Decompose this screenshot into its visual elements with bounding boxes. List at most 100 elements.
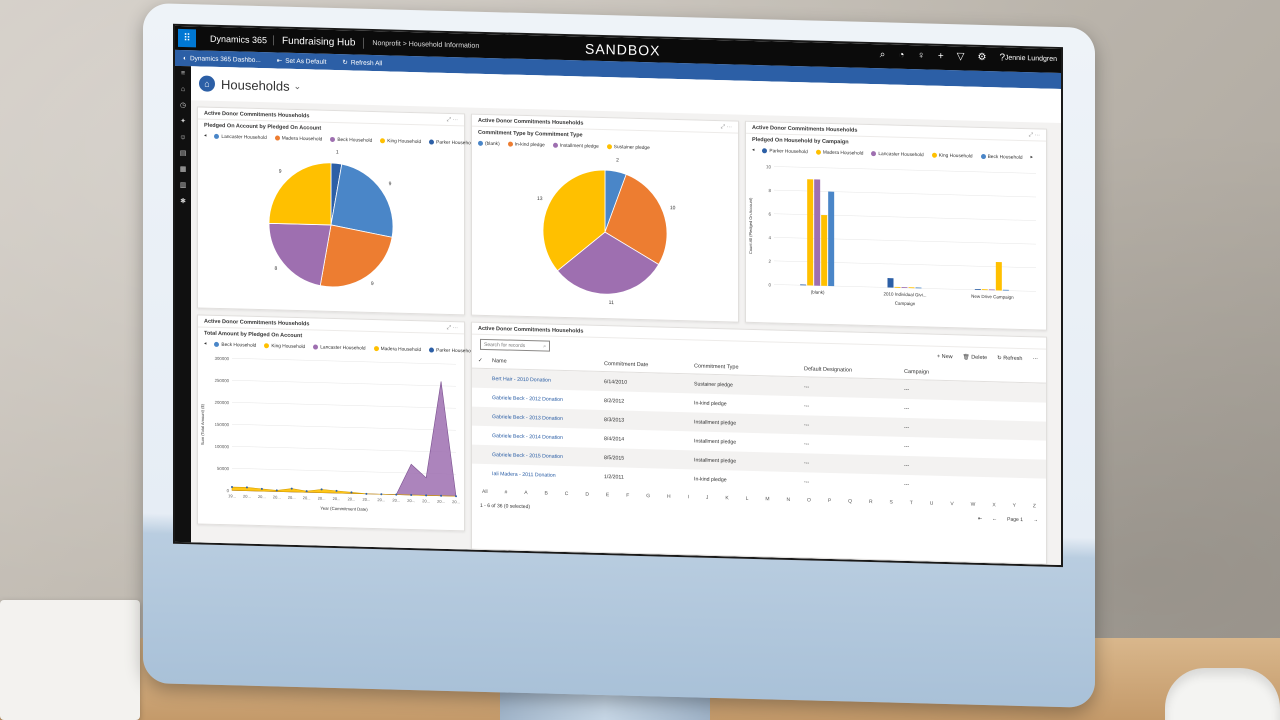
alphabet-filter-letter[interactable]: A [524,489,528,497]
hub-name[interactable]: Fundraising Hub [274,34,365,49]
legend-next-icon[interactable]: ▸ [1030,155,1033,161]
legend-item[interactable]: Parker Househo [429,347,471,354]
alphabet-filter-letter[interactable]: N [786,496,791,503]
search-icon[interactable]: ⌕ [543,343,546,350]
alphabet-filter-letter[interactable]: R [868,499,873,506]
column-header-designation[interactable]: Default Designation [804,366,853,374]
expand-icon[interactable]: ⤢ ⋯ [446,116,458,124]
dashboard-tab[interactable]: ◐ Dynamics 365 Dashbo... [175,54,269,64]
alphabet-filter-letter[interactable]: U [929,500,934,507]
alphabet-filter-letter[interactable]: E [605,492,610,499]
user-name[interactable]: Jennie Lundgren [1004,54,1057,63]
alphabet-filter-letter[interactable]: B [544,490,548,497]
column-header-campaign[interactable]: Campaign [904,368,930,376]
legend-item[interactable]: Madera Household [373,346,421,353]
column-header-date[interactable]: Commitment Date [604,361,649,369]
refresh-button[interactable]: ↻ Refresh [997,354,1023,362]
waffle-icon[interactable]: ⠿ [178,28,196,48]
alphabet-filter-letter[interactable]: G [646,493,651,500]
chevron-down-icon[interactable]: ⌄ [293,80,302,91]
home-icon[interactable]: ⌂ [180,85,186,94]
more-icon[interactable]: ⋯ [1032,355,1039,362]
alphabet-filter-letter[interactable]: H [667,493,671,500]
page-title[interactable]: Households [221,76,290,94]
alphabet-filter-letter[interactable]: S [889,499,893,506]
column-header-name[interactable]: Name [492,358,507,365]
record-link[interactable]: Gabriele Beck - 2015 Donation [492,451,563,460]
alphabet-filter-letter[interactable]: C [564,491,569,498]
chart-icon[interactable]: ▥ [179,181,187,190]
legend-item[interactable]: Sustainer pledge [606,144,650,151]
alphabet-filter-letter[interactable]: M [765,496,770,503]
new-button[interactable]: + New [936,353,953,360]
document-icon[interactable]: ▤ [179,149,187,158]
alphabet-filter-letter[interactable]: V [950,501,954,508]
legend-item[interactable]: King Household [931,152,973,159]
set-default-button[interactable]: ⇤ Set As Default [269,56,335,66]
alphabet-filter-letter[interactable]: O [807,497,811,504]
legend-item[interactable]: Beck Household [214,341,256,349]
legend-item[interactable]: Beck Household [330,136,372,144]
record-link[interactable]: Gabriele Beck - 2012 Donation [492,394,563,403]
expand-icon[interactable]: ⤢ ⋯ [720,124,732,131]
alphabet-filter-letter[interactable]: L [745,495,749,502]
hamburger-icon[interactable]: ≡ [180,69,186,78]
add-icon[interactable]: + [937,50,944,62]
bar-chart[interactable]: 10 8 6 4 2 0 (blank) 2010 Individual Givi... New… [746,156,1046,324]
pie-chart[interactable]: 1 9 9 8 9 [198,141,464,308]
lightbulb-icon[interactable]: ♀ [917,50,925,62]
legend-prev-icon[interactable]: ◂ [752,148,755,154]
legend-item[interactable]: Lancaster Household [214,133,267,141]
alphabet-filter-letter[interactable]: Q [848,498,853,505]
search-input[interactable]: Search for records ⌕ [480,338,550,352]
legend-item[interactable]: Madera Household [815,149,863,157]
legend-item[interactable]: (blank) [478,140,500,147]
record-link[interactable]: Bert Hair - 2010 Donation [492,375,551,384]
expand-icon[interactable]: ⤢ ⋯ [1028,132,1040,139]
alphabet-filter-letter[interactable]: All [482,488,488,496]
settings-icon[interactable]: ✱ [180,197,186,206]
filter-icon[interactable]: ▽ [956,51,965,63]
legend-item[interactable]: King Household [264,343,305,350]
alphabet-filter-letter[interactable]: P [827,497,832,505]
legend-item[interactable]: Parker Household [762,148,808,155]
next-page-icon[interactable]: → [1033,517,1038,524]
refresh-all-button[interactable]: ↻ Refresh All [334,58,390,67]
gear-icon[interactable]: ⚙ [977,51,987,64]
alphabet-filter-letter[interactable]: Y [1012,502,1016,509]
alphabet-filter-letter[interactable]: # [504,489,508,496]
alphabet-filter-letter[interactable]: I [687,494,689,501]
recent-icon[interactable]: ◷ [179,101,187,110]
area-chart[interactable]: 300000 250000 200000 150000 100000 50000 019..… [198,349,464,524]
prev-page-icon[interactable]: ← [992,516,998,523]
legend-item[interactable]: Madera Household [274,135,322,142]
pin-icon[interactable]: ✦ [180,117,186,126]
alphabet-filter-letter[interactable]: F [626,492,630,499]
delete-button[interactable]: 🗑 Delete [962,353,988,361]
pie-chart[interactable]: 2 10 11 13 [472,148,738,315]
legend-item[interactable]: Lancaster Household [871,151,924,158]
contact-icon[interactable]: ☺ [179,133,187,142]
alphabet-filter-letter[interactable]: X [992,502,996,509]
app-name[interactable]: Dynamics 365 [204,33,275,46]
legend-item[interactable]: Beck Household [980,153,1023,161]
legend-item[interactable]: Lancaster Household [313,344,366,352]
alphabet-filter-letter[interactable]: J [705,494,709,501]
task-icon[interactable]: ◔ [898,49,905,61]
search-icon[interactable]: ⌕ [879,49,886,61]
alphabet-filter-letter[interactable]: D [585,491,589,498]
alphabet-filter-letter[interactable]: K [725,495,729,502]
legend-item[interactable]: King Household [380,138,421,145]
legend-prev-icon[interactable]: ◂ [204,341,207,348]
legend-item[interactable]: Installment pledge [552,142,599,150]
record-link[interactable]: Gabriele Beck - 2013 Donation [492,413,563,422]
record-link[interactable]: Gabriele Beck - 2014 Donation [492,432,563,441]
alphabet-filter-letter[interactable]: W [970,501,976,508]
legend-item[interactable]: Parker Househo [429,139,471,146]
first-page-icon[interactable]: ⇤ [977,515,983,522]
alphabet-filter-letter[interactable]: Z [1032,503,1036,510]
legend-prev-icon[interactable]: ◂ [204,133,207,140]
expand-icon[interactable]: ⤢ ⋯ [446,324,458,332]
select-all-checkbox[interactable]: ✓ [478,357,483,364]
alphabet-filter-letter[interactable]: T [909,500,913,507]
